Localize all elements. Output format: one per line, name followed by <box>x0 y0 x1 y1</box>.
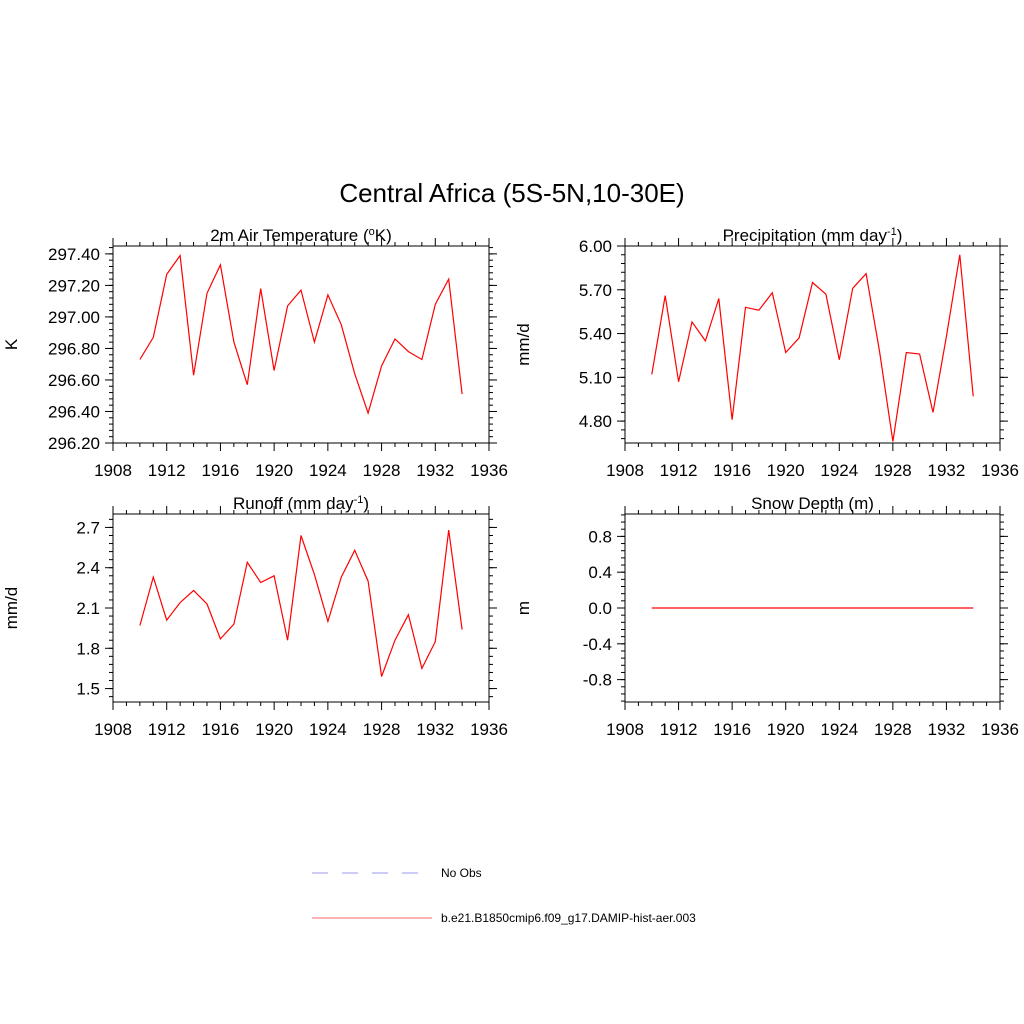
panel-4: Snow Depth (m) m 1908 1912 1916 1920 1924 1928 1… <box>514 494 1019 739</box>
panel-1: 2m Air Temperature (oK) K 1908 1912 1916 1920… <box>2 226 508 480</box>
x-tick-label: 1936 <box>470 720 508 739</box>
panel-3: Runoff (mm day-1) mm/d 1908 1912 1916 1920 192… <box>2 494 508 739</box>
y-tick-label: 1.5 <box>76 680 100 699</box>
panels: 2m Air Temperature (oK) K 1908 1912 1916 1920… <box>2 226 1019 739</box>
legend: No Obs b.e21.B1850cmip6.f09_g17.DAMIP-hi… <box>312 866 696 925</box>
x-tick-label: 1936 <box>470 461 508 480</box>
x-tick-label: 1928 <box>363 461 401 480</box>
y-tick-label: 297.20 <box>48 276 100 295</box>
x-tick-label: 1912 <box>148 461 186 480</box>
x-tick-label: 1908 <box>606 461 644 480</box>
y-tick-label: 297.40 <box>48 245 100 264</box>
y-tick-label: 0.8 <box>588 527 612 546</box>
x-tick-label: 1936 <box>981 720 1019 739</box>
x-tick-label: 1920 <box>255 461 293 480</box>
y-axis-label: K <box>2 338 21 350</box>
panel-title: Snow Depth (m) <box>751 494 874 513</box>
plot-frame <box>112 513 490 703</box>
y-tick-label: 5.10 <box>579 368 612 387</box>
y-tick-label: 296.20 <box>48 434 100 453</box>
y-tick-label: -0.4 <box>583 635 612 654</box>
x-tick-label: 1928 <box>363 720 401 739</box>
y-tick-label: 296.60 <box>48 371 100 390</box>
x-tick-label: 1928 <box>874 461 912 480</box>
x-tick-label: 1908 <box>606 720 644 739</box>
legend-label-no-obs: No Obs <box>441 866 482 880</box>
y-tick-label: 6.00 <box>579 237 612 256</box>
panel-title: Runoff (mm day-1) <box>233 494 369 513</box>
plot-frame <box>112 245 490 444</box>
x-tick-label: 1924 <box>820 720 858 739</box>
x-tick-label: 1924 <box>309 720 347 739</box>
y-tick-label: 5.40 <box>579 325 612 344</box>
y-tick-label: 2.1 <box>76 599 100 618</box>
x-tick-label: 1928 <box>874 720 912 739</box>
x-tick-label: 1920 <box>767 461 805 480</box>
x-tick-label: 1924 <box>820 461 858 480</box>
y-tick-label: 296.40 <box>48 402 100 421</box>
x-tick-label: 1932 <box>928 720 966 739</box>
y-tick-label: 0.4 <box>588 563 612 582</box>
y-tick-label: 296.80 <box>48 339 100 358</box>
y-tick-label: 2.7 <box>76 518 100 537</box>
x-tick-label: 1912 <box>660 461 698 480</box>
series-line <box>139 530 463 677</box>
y-tick-label: 2.4 <box>76 559 100 578</box>
y-tick-label: 0.0 <box>588 599 612 618</box>
x-tick-label: 1908 <box>94 720 132 739</box>
x-tick-label: 1912 <box>660 720 698 739</box>
panel-title: Precipitation (mm day-1) <box>723 226 903 245</box>
y-tick-label: 5.70 <box>579 281 612 300</box>
x-tick-label: 1920 <box>255 720 293 739</box>
series-line <box>651 254 974 442</box>
x-tick-label: 1932 <box>416 461 454 480</box>
panel-title: 2m Air Temperature (oK) <box>210 226 392 245</box>
x-tick-label: 1908 <box>94 461 132 480</box>
y-tick-label: 4.80 <box>579 412 612 431</box>
x-tick-label: 1932 <box>928 461 966 480</box>
plot-frame <box>624 245 1001 444</box>
y-axis-label: mm/d <box>514 323 533 366</box>
legend-label-model: b.e21.B1850cmip6.f09_g17.DAMIP-hist-aer.… <box>441 911 696 925</box>
y-axis-label: mm/d <box>2 587 21 630</box>
x-tick-label: 1916 <box>202 720 240 739</box>
y-tick-label: -0.8 <box>583 671 612 690</box>
y-tick-label: 1.8 <box>76 639 100 658</box>
x-tick-label: 1916 <box>202 461 240 480</box>
x-tick-label: 1936 <box>981 461 1019 480</box>
x-tick-label: 1912 <box>148 720 186 739</box>
y-axis-label: m <box>514 601 533 615</box>
x-tick-label: 1916 <box>713 461 751 480</box>
x-tick-label: 1924 <box>309 461 347 480</box>
y-tick-label: 297.00 <box>48 308 100 327</box>
x-tick-label: 1932 <box>416 720 454 739</box>
panel-2: Precipitation (mm day-1) mm/d 1908 1912 1916… <box>514 226 1019 480</box>
x-tick-label: 1916 <box>713 720 751 739</box>
x-tick-label: 1920 <box>767 720 805 739</box>
series-line <box>139 253 463 416</box>
figure-title: Central Africa (5S-5N,10-30E) <box>339 178 684 208</box>
